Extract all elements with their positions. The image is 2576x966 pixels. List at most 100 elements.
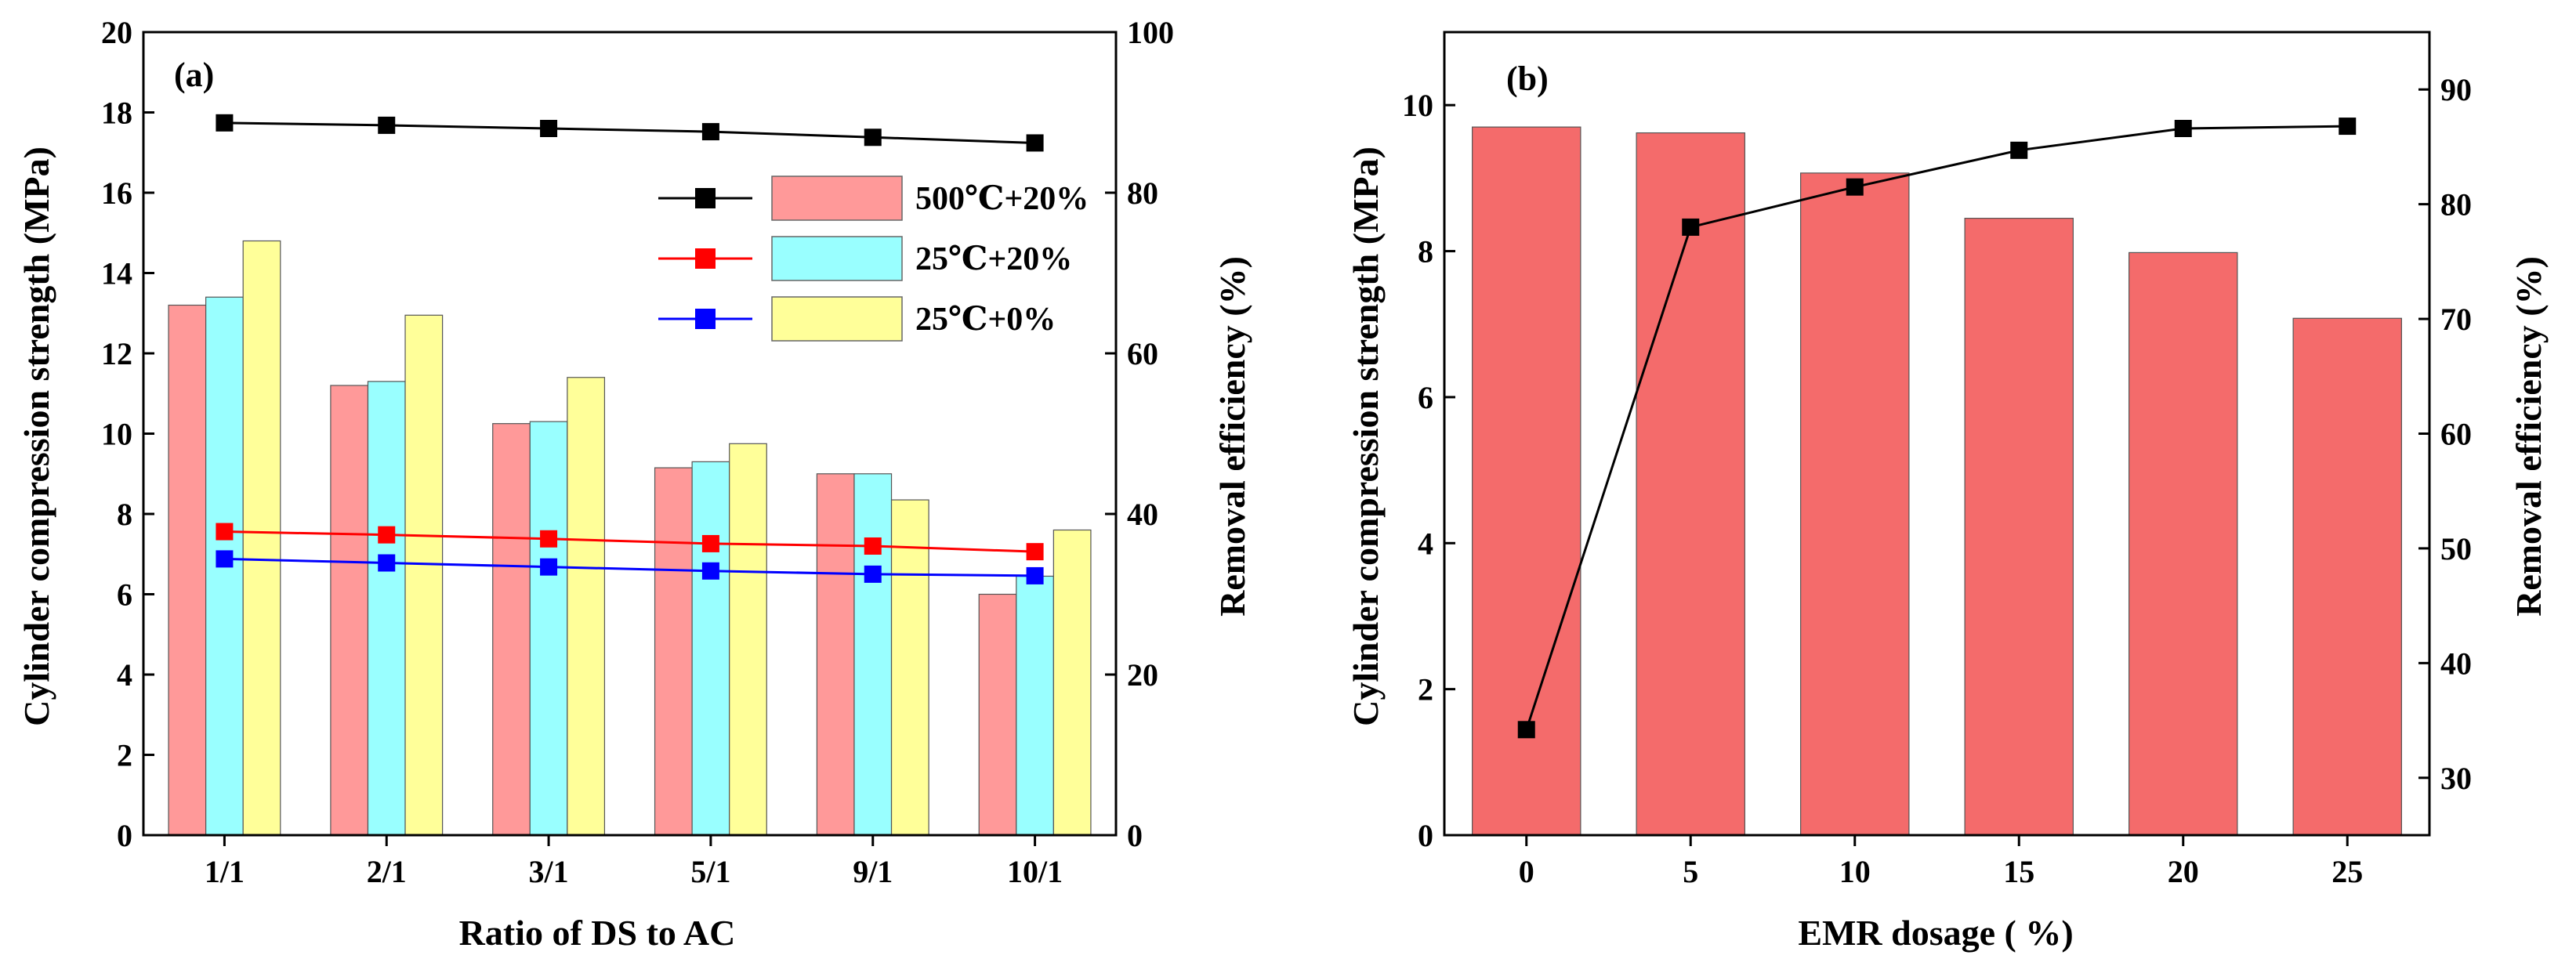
panel-b-y2-tick-label: 30 <box>2440 761 2472 796</box>
panel-b-y2-tick-label: 80 <box>2440 187 2472 223</box>
panel-a-x-tick-label: 10/1 <box>1007 854 1063 889</box>
panel-b-point-removal-efficiency-10 <box>1846 178 1864 196</box>
panel-b-y2-tick-label: 60 <box>2440 417 2472 452</box>
panel-a-point-500c-20-2-1 <box>378 116 396 134</box>
panel-a-point-25c-0-1-1 <box>216 550 234 568</box>
panel-a-point-25c-0-9-1 <box>864 565 882 583</box>
panel-b-x-tick-label: 25 <box>2331 854 2363 889</box>
panel-a-line-25c-20 <box>224 530 1035 553</box>
panel-a-bar-25c-0-9-1 <box>890 499 929 836</box>
panel-b-data-marks <box>1472 118 2402 836</box>
panel-b-x-tick-label: 15 <box>2003 854 2034 889</box>
panel-a-bar-25c-20-10-1 <box>1016 575 1054 836</box>
panel-b-bar-cylinder-compression-strength-10 <box>1800 172 1910 836</box>
panel-b-bar-cylinder-compression-strength-5 <box>1636 132 1745 836</box>
panel-a-y2-tick-label: 100 <box>1127 15 1174 50</box>
panel-b-point-removal-efficiency-15 <box>2010 141 2028 159</box>
legend-swatch-25c-20 <box>771 236 903 281</box>
panel-a-bar-500c-20-5-1 <box>654 467 693 836</box>
panel-b-line-removal-efficiency <box>1525 125 2348 730</box>
panel-a-y-tick-label: 18 <box>101 96 132 131</box>
panel-a-bar-25c-0-5-1 <box>729 443 767 836</box>
panel-a-bar-25c-20-5-1 <box>691 461 730 836</box>
legend-marker-25c-0 <box>695 309 716 329</box>
panel-a-y-tick-label: 12 <box>101 336 132 371</box>
panel-a-x-tick-label: 2/1 <box>367 854 407 889</box>
panel-a-point-500c-20-5-1 <box>701 123 719 141</box>
panel-b-chart: 0 2 4 6 8 10 30 40 50 60 70 80 90 0 5 10 15 20 25 (b) EMR … <box>1346 31 2549 953</box>
panel-b-bar-cylinder-compression-strength-15 <box>1964 218 2074 836</box>
panel-a-y-tick-label: 16 <box>101 175 132 211</box>
panel-a-bar-25c-0-2-1 <box>404 314 444 836</box>
legend-entry-500c-20: 500℃+20% <box>658 175 1089 221</box>
panel-a-label: (a) <box>174 56 214 94</box>
panel-b-axes: 0 2 4 6 8 10 30 40 50 60 70 80 90 0 5 10 15 20 25 <box>1402 31 2472 889</box>
legend-label-500c-20: 500℃+20% <box>915 181 1089 217</box>
panel-a-y2-tick-label: 40 <box>1127 497 1158 532</box>
panel-a-point-25c-20-10-1 <box>1026 543 1044 561</box>
panel-a-x-tick-label: 3/1 <box>529 854 569 889</box>
panel-b-bar-cylinder-compression-strength-20 <box>2129 251 2238 836</box>
panel-a-y-tick-label: 0 <box>117 818 132 853</box>
panel-b-x-tick-label: 20 <box>2168 854 2199 889</box>
legend-swatch-25c-0 <box>771 296 903 342</box>
panel-a-point-25c-0-5-1 <box>701 562 719 580</box>
panel-a-chart: 0 2 4 6 8 10 12 14 16 18 20 0 20 40 60 80 100 1/1 2/1 3/1 5/… <box>16 15 1252 953</box>
panel-a-point-500c-20-3-1 <box>540 120 558 137</box>
panel-a-x-axis-title: Ratio of DS to AC <box>459 913 736 953</box>
panel-b-x-tick-label: 10 <box>1839 854 1871 889</box>
panel-a-point-500c-20-10-1 <box>1026 134 1044 152</box>
panel-b-y2-tick-label: 90 <box>2440 72 2472 107</box>
legend-entry-25c-20: 25℃+20% <box>658 236 1072 281</box>
panel-a-y2-tick-label: 20 <box>1127 657 1158 693</box>
panel-a-line-500c-20 <box>224 121 1035 144</box>
legend-label-25c-0: 25℃+0% <box>915 302 1056 338</box>
panel-a-y2-tick-label: 60 <box>1127 336 1158 371</box>
legend-entry-25c-0: 25℃+0% <box>658 296 1056 342</box>
panel-b-bar-cylinder-compression-strength-25 <box>2292 317 2402 836</box>
panel-b-label: (b) <box>1506 60 1549 98</box>
panel-a-bar-500c-20-10-1 <box>978 593 1017 836</box>
panel-b-y-tick-label: 6 <box>1418 380 1433 415</box>
panel-b-point-removal-efficiency-5 <box>1682 218 1700 236</box>
panel-a-y-tick-label: 8 <box>117 497 132 532</box>
panel-b-y-tick-label: 4 <box>1418 526 1433 561</box>
panel-a-point-25c-20-5-1 <box>701 534 719 552</box>
panel-a-bar-25c-20-2-1 <box>367 381 406 836</box>
panel-a-y2-axis-title: Removal efficiency (%) <box>1212 256 1252 617</box>
panel-a-point-25c-0-10-1 <box>1026 566 1044 584</box>
panel-b-y2-tick-label: 70 <box>2440 302 2472 337</box>
panel-a-data-marks <box>168 114 1092 836</box>
panel-b-x-tick-label: 0 <box>1519 854 1534 889</box>
panel-b-y-tick-label: 10 <box>1402 88 1433 123</box>
panel-a-bar-500c-20-9-1 <box>816 473 855 836</box>
panel-a-bar-500c-20-3-1 <box>492 423 531 836</box>
panel-b-y-tick-label: 8 <box>1418 234 1433 270</box>
panel-b-y2-tick-label: 50 <box>2440 531 2472 566</box>
panel-a-bar-25c-20-9-1 <box>853 473 893 836</box>
panel-b-y-tick-label: 0 <box>1418 818 1433 853</box>
panel-b-y2-tick-label: 40 <box>2440 646 2472 681</box>
panel-b-point-removal-efficiency-0 <box>1517 721 1535 739</box>
panel-a-point-25c-20-9-1 <box>864 537 882 555</box>
panel-a-legend: 500℃+20% 25℃+20% 25℃+0% <box>658 175 1089 342</box>
legend-label-25c-20: 25℃+20% <box>915 241 1072 277</box>
panel-b-bar-cylinder-compression-strength-0 <box>1472 126 1581 836</box>
legend-swatch-500c-20 <box>771 175 903 221</box>
panel-a-y-tick-label: 20 <box>101 15 132 50</box>
panel-a-y-tick-label: 2 <box>117 738 132 773</box>
panel-a-x-tick-label: 5/1 <box>690 854 730 889</box>
panel-a-point-500c-20-9-1 <box>864 128 882 147</box>
panel-a-y-tick-label: 6 <box>117 577 132 613</box>
panel-b-x-tick-label: 5 <box>1683 854 1698 889</box>
panel-a-bar-25c-0-10-1 <box>1053 529 1092 836</box>
panel-a-y-tick-label: 4 <box>117 657 132 693</box>
panel-a-point-25c-0-2-1 <box>378 554 396 572</box>
panel-b-x-axis-title: EMR dosage ( %) <box>1798 913 2073 953</box>
panel-a-y-tick-label: 10 <box>101 417 132 452</box>
panel-a-point-25c-20-2-1 <box>378 526 396 544</box>
panel-a-point-25c-0-3-1 <box>540 558 558 576</box>
panel-a-axes: 0 2 4 6 8 10 12 14 16 18 20 0 20 40 60 80 100 1/1 2/1 3/1 5/… <box>101 15 1174 889</box>
panel-a-x-tick-label: 9/1 <box>853 854 893 889</box>
